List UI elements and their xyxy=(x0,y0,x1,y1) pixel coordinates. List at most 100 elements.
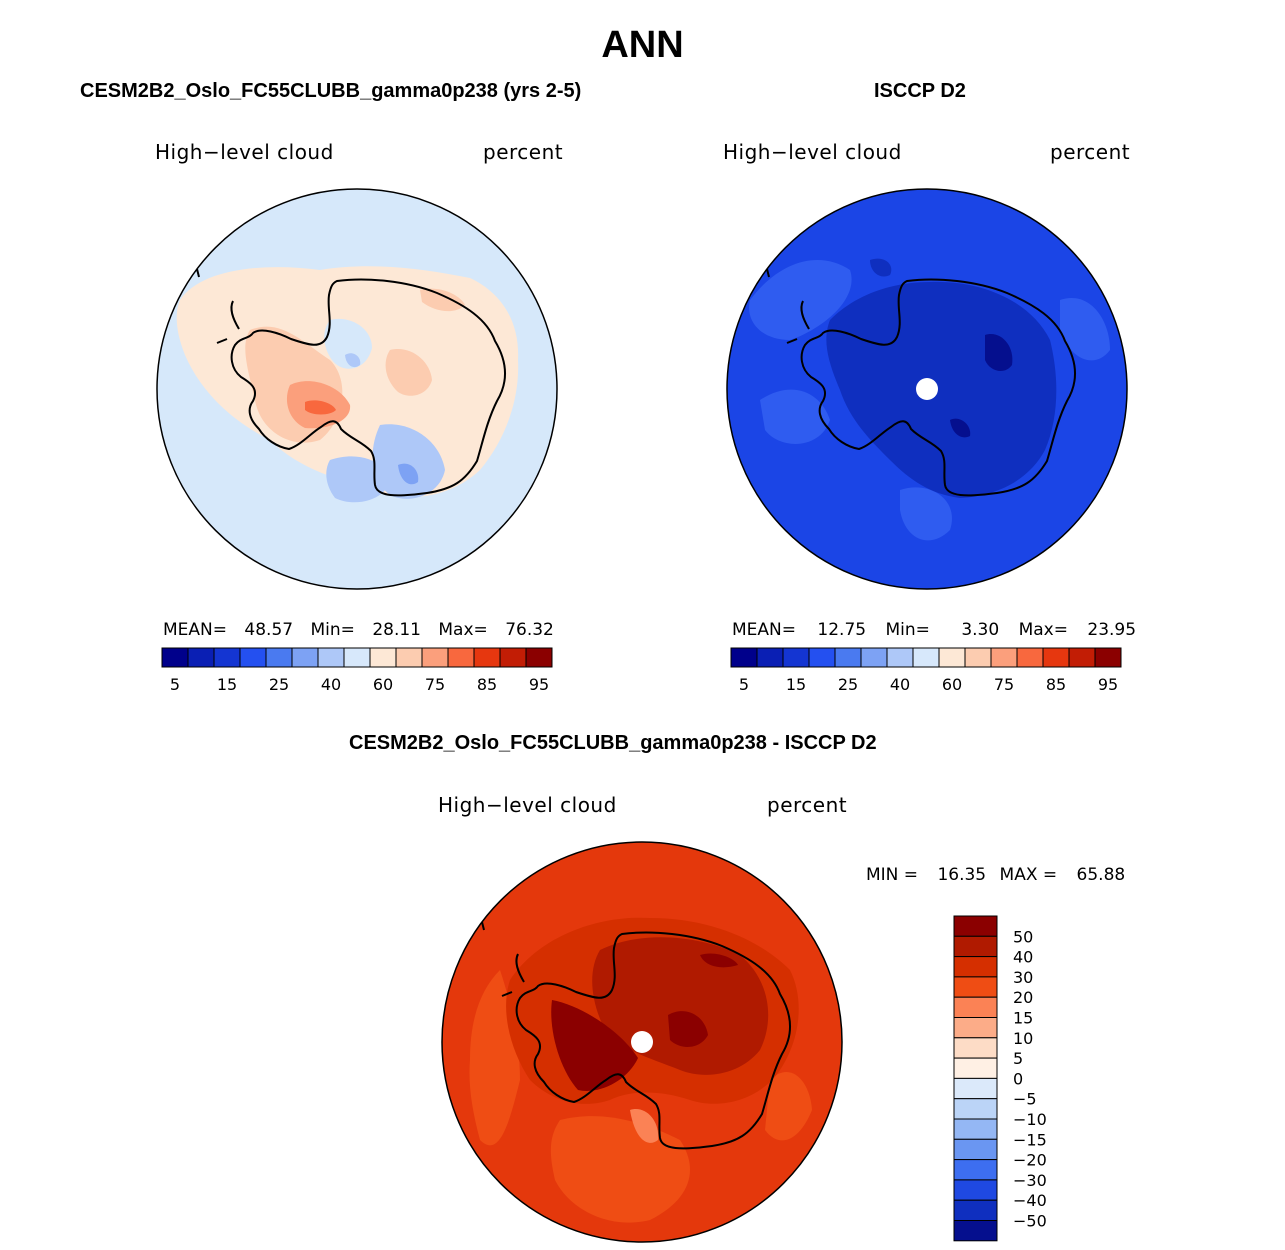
map-diff-outline xyxy=(441,841,843,1243)
colorbar-swatch xyxy=(953,1098,998,1120)
colorbar-tick-label: 15 xyxy=(1013,1009,1033,1028)
mean-label: MEAN= xyxy=(163,620,227,640)
colorbar-tick-label: 5 xyxy=(739,675,749,694)
max-value: 65.88 xyxy=(1076,865,1126,885)
mean-value: 12.75 xyxy=(817,620,867,640)
colorbar-swatch xyxy=(953,996,998,1019)
colorbar-swatch xyxy=(953,1138,998,1161)
map-obs xyxy=(727,189,1127,589)
colorbar-swatch xyxy=(265,647,293,668)
colorbar-tick-label: 95 xyxy=(529,675,549,694)
colorbar-swatch xyxy=(1042,647,1070,668)
colorbar-swatch xyxy=(213,647,241,668)
colorbar-swatch xyxy=(860,647,888,668)
colorbar-tick-label: −40 xyxy=(1013,1191,1047,1210)
colorbar-swatch xyxy=(187,647,215,668)
max-value: 23.95 xyxy=(1087,620,1137,640)
colorbar-tick-label: 5 xyxy=(1013,1049,1023,1068)
colorbar-swatch xyxy=(343,647,371,668)
mean-label: MEAN= xyxy=(732,620,796,640)
min-value: 16.35 xyxy=(937,865,987,885)
colorbar-tick-label: 30 xyxy=(1013,968,1033,987)
colorbar-tick-label: 40 xyxy=(890,675,910,694)
colorbar-swatch xyxy=(938,647,966,668)
colorbar-swatch xyxy=(953,1017,998,1039)
colorbar-model: 5 15 25 40 60 75 85 95 xyxy=(161,647,553,694)
map-obs-outline xyxy=(726,188,1128,590)
units-label-obs: percent xyxy=(1050,140,1131,164)
variable-label-model: High−level cloud xyxy=(155,140,334,164)
panel-title-diff: CESM2B2_Oslo_FC55CLUBB_gamma0p238 - ISCC… xyxy=(349,732,877,754)
colorbar-swatch xyxy=(395,647,423,668)
colorbar-tick-label: 40 xyxy=(1013,948,1033,967)
colorbar-tick-label: 95 xyxy=(1098,675,1118,694)
colorbar-swatch xyxy=(473,647,501,668)
max-label: Max= xyxy=(438,620,488,640)
colorbar-swatch xyxy=(953,1220,998,1242)
colorbar-tick-label: −20 xyxy=(1013,1151,1047,1170)
colorbar-swatch xyxy=(447,647,475,668)
panel-title-model: CESM2B2_Oslo_FC55CLUBB_gamma0p238 (yrs 2… xyxy=(80,80,582,102)
colorbar-swatch xyxy=(499,647,527,668)
stats-diff: MIN = 16.35 MAX = 65.88 xyxy=(866,865,1125,885)
colorbar-swatch xyxy=(953,956,998,978)
colorbar-swatch xyxy=(525,647,553,668)
colorbar-tick-label: −30 xyxy=(1013,1171,1047,1190)
min-label: Min= xyxy=(310,620,355,640)
map-diff xyxy=(442,842,842,1242)
stats-model: MEAN= 48.57 Min= 28.11 Max= 76.32 xyxy=(163,620,554,640)
colorbar-tick-label: −5 xyxy=(1013,1090,1037,1109)
colorbar-tick-label: 5 xyxy=(170,675,180,694)
units-label-model: percent xyxy=(483,140,564,164)
colorbar-tick-label: 15 xyxy=(786,675,806,694)
colorbar-swatch xyxy=(953,915,998,937)
colorbar-swatch xyxy=(953,935,998,958)
mean-value: 48.57 xyxy=(244,620,294,640)
colorbar-swatch xyxy=(912,647,940,668)
colorbar-swatch xyxy=(834,647,862,668)
colorbar-tick-label: 85 xyxy=(1046,675,1066,694)
units-label-diff: percent xyxy=(767,793,848,817)
colorbar-swatch xyxy=(782,647,810,668)
colorbar-swatch xyxy=(730,647,758,668)
colorbar-swatch xyxy=(953,1199,998,1221)
figure-title: ANN xyxy=(601,24,684,66)
map-diff-pole xyxy=(631,1031,653,1053)
colorbar-swatch xyxy=(421,647,449,668)
colorbar-tick-label: 25 xyxy=(838,675,858,694)
colorbar-tick-label: 25 xyxy=(269,675,289,694)
min-value: 28.11 xyxy=(372,620,421,640)
colorbar-obs: 5 15 25 40 60 75 85 95 xyxy=(730,647,1122,694)
colorbar-swatch xyxy=(317,647,345,668)
colorbar-swatch xyxy=(756,647,784,668)
max-label: MAX = xyxy=(999,865,1058,885)
colorbar-swatch xyxy=(953,1037,998,1059)
map-obs-pole xyxy=(916,378,938,400)
colorbar-tick-label: −15 xyxy=(1013,1130,1047,1149)
max-value: 76.32 xyxy=(505,620,554,640)
min-label: MIN = xyxy=(866,865,919,885)
colorbar-tick-label: 75 xyxy=(425,675,445,694)
colorbar-swatch xyxy=(953,976,998,998)
colorbar-tick-label: 85 xyxy=(477,675,497,694)
colorbar-swatch xyxy=(953,1179,998,1201)
colorbar-swatch xyxy=(990,647,1018,668)
colorbar-tick-label: 60 xyxy=(942,675,962,694)
colorbar-tick-label: −50 xyxy=(1013,1212,1047,1231)
colorbar-swatch xyxy=(1094,647,1122,668)
colorbar-tick-label: 20 xyxy=(1013,988,1033,1007)
colorbar-tick-label: 0 xyxy=(1013,1069,1023,1088)
colorbar-tick-label: 50 xyxy=(1013,927,1033,946)
variable-label-diff: High−level cloud xyxy=(438,793,617,817)
colorbar-swatch xyxy=(964,647,992,668)
max-label: Max= xyxy=(1018,620,1068,640)
stats-obs: MEAN= 12.75 Min= 3.30 Max= 23.95 xyxy=(732,620,1136,640)
colorbar-swatch xyxy=(1068,647,1096,668)
colorbar-tick-label: 75 xyxy=(994,675,1014,694)
colorbar-swatch xyxy=(239,647,267,668)
colorbar-swatch xyxy=(953,1057,998,1079)
colorbar-swatch xyxy=(953,1077,998,1100)
map-model xyxy=(157,189,557,589)
map-model-outline xyxy=(156,188,558,590)
